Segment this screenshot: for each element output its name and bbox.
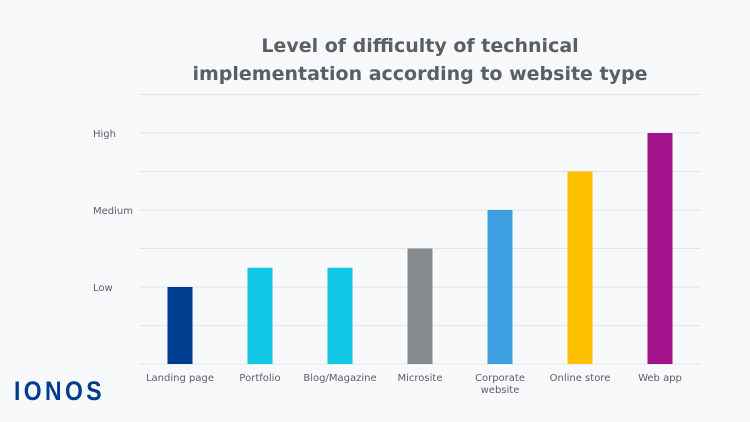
bar-online-store — [567, 171, 593, 364]
bar-web-app — [647, 133, 673, 364]
title-line-1: Level of difficulty of technical — [261, 35, 579, 57]
y-tick-label: High — [93, 129, 116, 140]
title-line-2: implementation according to website type — [192, 63, 648, 85]
bar-microsite — [407, 248, 433, 364]
x-tick-label: Landing page — [146, 373, 214, 384]
y-tick-label: Medium — [93, 206, 133, 217]
x-tick-label: Corporate — [475, 373, 525, 384]
x-tick-label: Microsite — [398, 373, 443, 384]
x-tick-label: Blog/Magazine — [303, 373, 376, 384]
x-tick-label: Portfolio — [239, 373, 280, 384]
x-tick-label: website — [481, 385, 520, 396]
bar-portfolio — [247, 267, 273, 364]
bar-blog-magazine — [327, 267, 353, 364]
x-tick-label: Online store — [550, 373, 611, 384]
ionos-logo: IONOS — [14, 376, 105, 406]
bar-corporate-website — [487, 210, 513, 364]
y-tick-label: Low — [93, 283, 113, 294]
bar-landing-page — [167, 287, 193, 364]
chart-title: Level of difficulty of technical impleme… — [0, 32, 750, 88]
x-tick-label: Web app — [638, 373, 682, 384]
